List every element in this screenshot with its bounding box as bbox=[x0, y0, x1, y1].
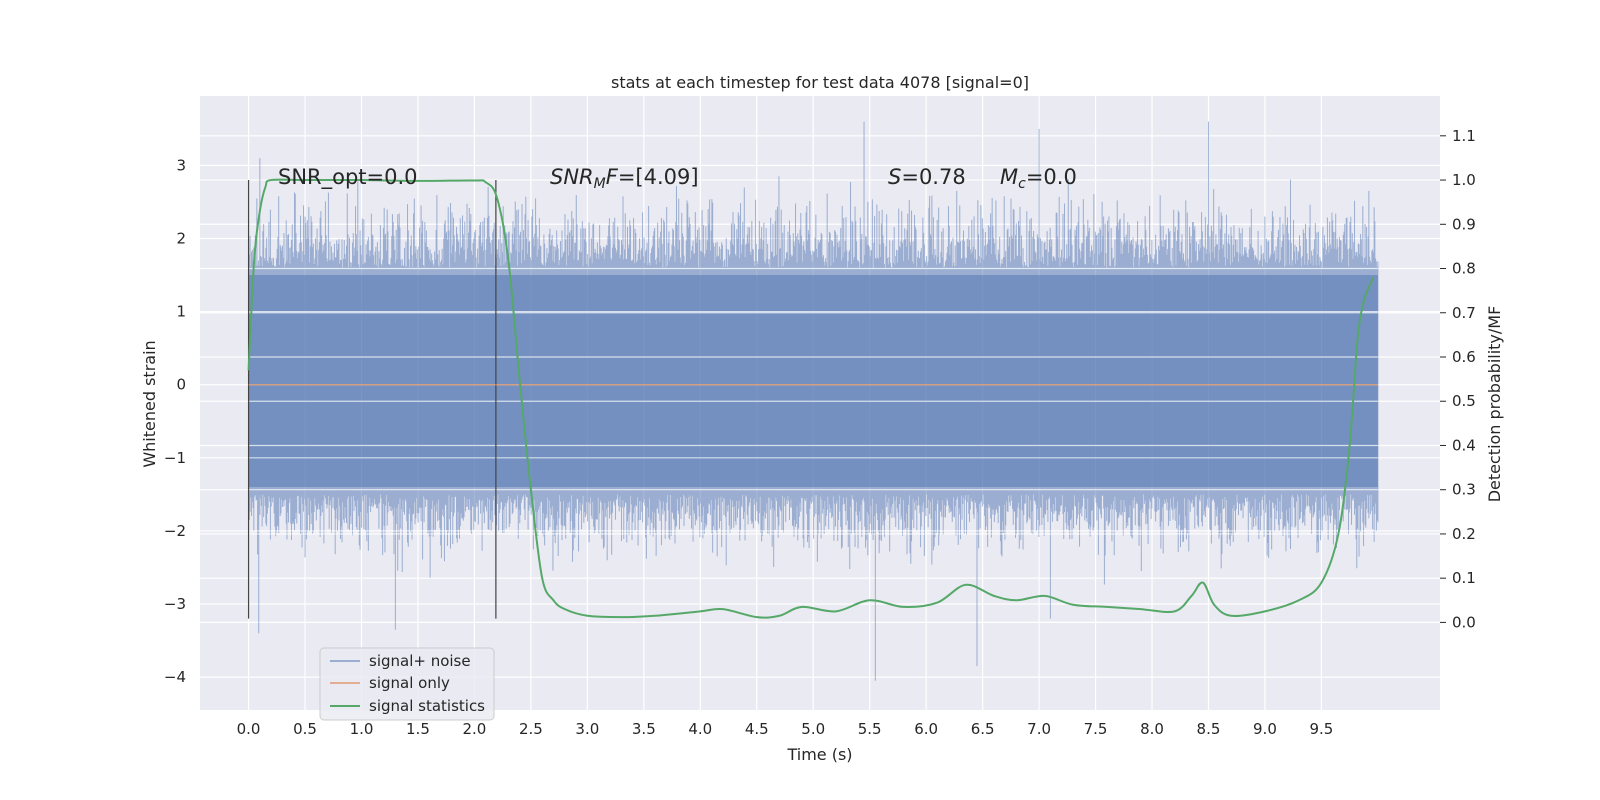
x-tick-label: 6.0 bbox=[914, 720, 938, 738]
y2-tick-label: 0.8 bbox=[1452, 260, 1476, 278]
y-tick-label: −1 bbox=[164, 449, 186, 467]
legend-label-signal-only: signal only bbox=[369, 674, 450, 692]
x-tick-label: 5.5 bbox=[858, 720, 882, 738]
x-tick-label: 6.5 bbox=[971, 720, 995, 738]
series-signal-statistics bbox=[247, 178, 1375, 619]
y2-tick-label: 0.0 bbox=[1452, 613, 1476, 631]
x-tick-label: 1.0 bbox=[350, 720, 374, 738]
y2-tick-label: 0.3 bbox=[1452, 481, 1476, 499]
x-tick-label: 0.0 bbox=[237, 720, 261, 738]
x-tick-label: 4.0 bbox=[688, 720, 712, 738]
annotation-mc: Mc=0.0 bbox=[1000, 165, 1077, 192]
x-tick-label: 8.0 bbox=[1140, 720, 1164, 738]
y2-tick-label: 0.7 bbox=[1452, 304, 1476, 322]
series-signal-noise-core bbox=[248, 275, 1378, 488]
x-axis-label: Time (s) bbox=[786, 745, 852, 764]
y2-tick-label: 1.1 bbox=[1452, 127, 1476, 145]
x-tick-label: 9.5 bbox=[1309, 720, 1333, 738]
annotation-snr-mf: SNRMF=[4.09] bbox=[550, 165, 699, 192]
y2-tick-label: 0.1 bbox=[1452, 569, 1476, 587]
x-tick-label: 3.0 bbox=[575, 720, 599, 738]
y2-tick-label: 0.5 bbox=[1452, 392, 1476, 410]
x-tick-label: 7.5 bbox=[1084, 720, 1108, 738]
line-series bbox=[247, 178, 1378, 619]
x-tick-label: 4.5 bbox=[745, 720, 769, 738]
x-tick-label: 5.0 bbox=[801, 720, 825, 738]
chart-title: stats at each timestep for test data 407… bbox=[611, 73, 1029, 92]
annotation-s: S=0.78 bbox=[888, 165, 966, 189]
y-tick-label: −3 bbox=[164, 595, 186, 613]
x-tick-label: 9.0 bbox=[1253, 720, 1277, 738]
x-tick-label: 2.5 bbox=[519, 720, 543, 738]
y2-axis-label: Detection probability/MF bbox=[1485, 306, 1504, 503]
legend-label-signal-statistics: signal statistics bbox=[369, 697, 485, 715]
y-tick-label: 0 bbox=[176, 376, 186, 394]
annotation-snr-opt: SNR_opt=0.0 bbox=[278, 165, 418, 190]
y-tick-label: −4 bbox=[164, 668, 186, 686]
y-tick-label: 3 bbox=[176, 156, 186, 174]
x-tick-label: 3.5 bbox=[632, 720, 656, 738]
y2-tick-label: 0.4 bbox=[1452, 436, 1476, 454]
y2-tick-label: 0.9 bbox=[1452, 215, 1476, 233]
signal-noise-series bbox=[248, 121, 1379, 681]
y-tick-label: −2 bbox=[164, 522, 186, 540]
x-tick-label: 2.0 bbox=[462, 720, 486, 738]
tick-labels: 0.0 0.5 1.0 1.5 2.0 2.5 3.0 3.5 4.0 4.5 5.0 5.5 6.0 6… bbox=[164, 127, 1476, 738]
x-tick-label: 0.5 bbox=[293, 720, 317, 738]
y-tick-label: 2 bbox=[176, 230, 186, 248]
x-tick-label: 1.5 bbox=[406, 720, 430, 738]
y2-tick-label: 0.2 bbox=[1452, 525, 1476, 543]
legend-box bbox=[319, 647, 495, 721]
y2-tick-label: 0.6 bbox=[1452, 348, 1476, 366]
y-axis-label: Whitened strain bbox=[140, 340, 159, 467]
legend: signal+ noise signal only signal statist… bbox=[319, 647, 495, 721]
y2-tick-label: 1.0 bbox=[1452, 171, 1476, 189]
legend-label-signal-noise: signal+ noise bbox=[369, 652, 471, 670]
y-tick-label: 1 bbox=[176, 303, 186, 321]
x-tick-label: 8.5 bbox=[1197, 720, 1221, 738]
x-tick-label: 7.0 bbox=[1027, 720, 1051, 738]
annotations: SNR_opt=0.0 SNRMF=[4.09] S=0.78 Mc=0.0 bbox=[278, 165, 1077, 192]
